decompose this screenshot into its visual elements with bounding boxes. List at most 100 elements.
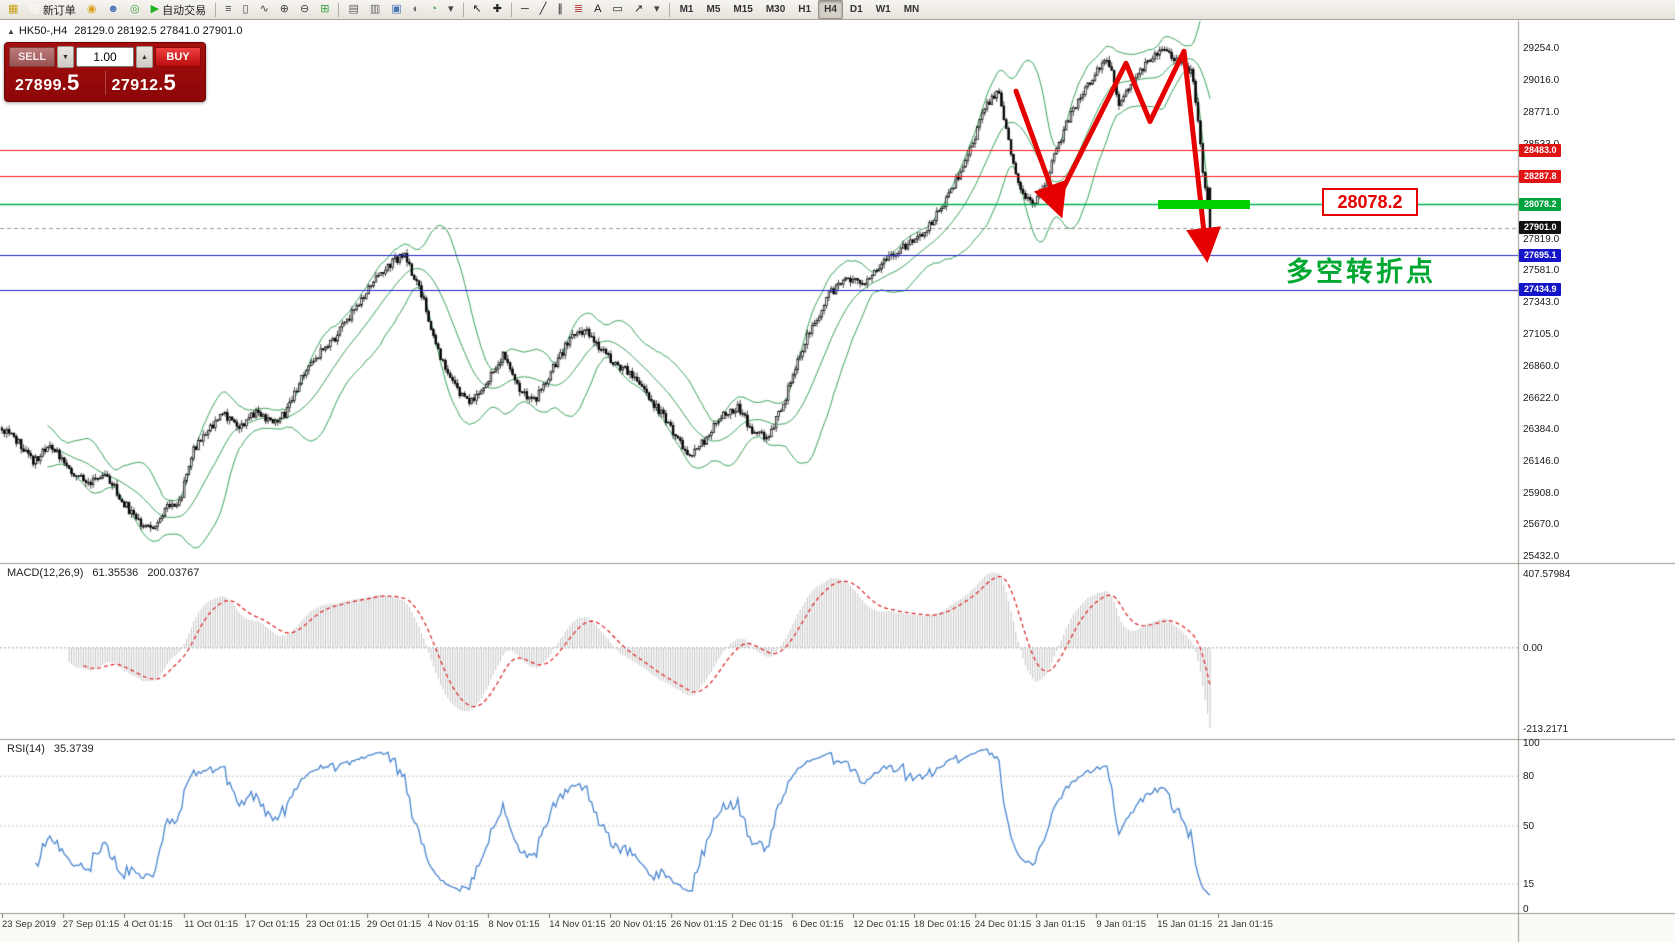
cursor-icon[interactable]: ↖	[468, 0, 487, 19]
timeframe-h1[interactable]: H1	[792, 0, 817, 19]
line-chart-type-icon[interactable]: ∿	[255, 0, 274, 19]
terminal-icon[interactable]: ▦	[3, 0, 23, 19]
profile-icon[interactable]: ☻	[102, 0, 124, 19]
timeframe-w1[interactable]: W1	[870, 0, 897, 19]
channel-icon[interactable]: ∥	[552, 0, 568, 19]
sell-button[interactable]: SELL	[9, 47, 55, 67]
community-icon[interactable]: ◎	[125, 0, 145, 19]
timeframe-h4[interactable]: H4	[818, 0, 843, 19]
timeframe-m30[interactable]: M30	[760, 0, 791, 19]
price-scale-label: 29016.0	[1523, 74, 1560, 86]
cascade-windows-icon[interactable]: ▤	[343, 0, 363, 19]
coin-icon[interactable]: ◉	[82, 0, 102, 19]
volume-input[interactable]	[76, 47, 134, 67]
label-icon[interactable]: ▭	[607, 0, 627, 19]
sell-price-main: 27899.	[15, 77, 67, 94]
macd-scale-label: -213.2171	[1523, 724, 1569, 735]
horizontal-line-icon[interactable]: ─	[516, 0, 534, 19]
tile-windows-icon-glyph: ⊞	[320, 3, 330, 15]
crosshair-icon[interactable]: ✚	[488, 0, 507, 19]
price-scale-label: 26146.0	[1523, 456, 1560, 468]
macd-panel-separator[interactable]	[0, 561, 1675, 566]
chart-profiles-icon[interactable]: ◐	[408, 0, 425, 19]
bar-chart-type-icon[interactable]: ≡	[220, 0, 236, 19]
tile-windows-icon[interactable]: ⊞	[315, 0, 334, 19]
chart-flag-icon: ▲	[7, 27, 15, 36]
buy-price[interactable]: 27912. 5	[106, 70, 202, 96]
timeframe-mn[interactable]: MN	[898, 0, 926, 19]
volume-increase-button[interactable]: ▲	[136, 46, 153, 68]
price-scale-label: 27581.0	[1523, 265, 1560, 277]
timeframes-clock-icon[interactable]: ◔	[425, 0, 442, 19]
toolbar-separator	[668, 2, 670, 17]
price-scale[interactable]: 29254.029016.028771.028533.028296.028058…	[1518, 21, 1675, 942]
cascade-windows-icon-glyph: ▤	[348, 3, 359, 15]
rsi-scale-label: 0	[1523, 904, 1529, 915]
autotrading-button-label: 自动交易	[162, 4, 207, 17]
terminal-icon-glyph: ▦	[8, 3, 19, 15]
price-tag: 28287.8	[1519, 169, 1561, 183]
sell-price[interactable]: 27899. 5	[9, 70, 105, 96]
objects-dropdown-icon[interactable]: ▾	[649, 0, 665, 19]
candlestick-type-icon[interactable]: ▯	[238, 0, 254, 19]
text-icon[interactable]: A	[589, 0, 606, 19]
tile-horizontal-icon[interactable]: ▥	[365, 0, 385, 19]
fibonacci-icon[interactable]: ≣	[569, 0, 588, 19]
timeframe-m1[interactable]: M1	[674, 0, 700, 19]
symbol-period-label: HK50-,H4	[18, 25, 68, 37]
timeframe-w1-label: W1	[875, 4, 891, 15]
timeframe-d1[interactable]: D1	[844, 0, 869, 19]
toolbar-separator	[338, 2, 340, 17]
time-axis-label: 26 Nov 01:15	[670, 919, 728, 930]
trendline-icon[interactable]: ╱	[535, 0, 552, 19]
price-scale-label: 26384.0	[1523, 424, 1560, 436]
community-icon-glyph: ◎	[130, 3, 140, 15]
time-axis-label: 9 Jan 01:15	[1096, 919, 1147, 930]
price-scale-label: 25432.0	[1523, 551, 1560, 562]
zoom-out-icon[interactable]: ⊖	[295, 0, 314, 19]
time-axis-label: 8 Nov 01:15	[488, 919, 540, 930]
price-scale-label: 27343.0	[1523, 297, 1560, 308]
timeframe-m15[interactable]: M15	[727, 0, 758, 19]
price-scale-label: 29254.0	[1523, 43, 1560, 54]
autotrading-button[interactable]: ▶ 自动交易	[146, 0, 211, 19]
new-order-button[interactable]: ▤ 新订单	[24, 0, 80, 19]
macd-name: MACD(12,26,9)	[7, 567, 84, 579]
price-scale-label: 28771.0	[1523, 107, 1560, 119]
time-axis-label: 24 Dec 01:15	[974, 919, 1032, 930]
rsi-scale-label: 100	[1523, 738, 1540, 749]
new-order-button-label: 新订单	[42, 4, 76, 17]
timeframe-m15-label: M15	[733, 4, 753, 15]
volume-decrease-button[interactable]: ▼	[57, 46, 74, 68]
time-axis-label: 20 Nov 01:15	[610, 919, 667, 930]
ohlc-values: 28129.0 28192.5 27841.0 27901.0	[74, 25, 243, 37]
one-click-trade-panel: SELL ▼ ▲ BUY 27899. 5 27912. 5	[4, 42, 206, 102]
rsi-indicator-label: RSI(14) 35.3739	[7, 743, 103, 755]
candlestick-type-icon-glyph: ▯	[242, 3, 249, 15]
dropdown-arrow-icon-glyph: ▾	[447, 3, 454, 15]
timeframe-m5[interactable]: M5	[700, 0, 726, 19]
zoom-in-icon[interactable]: ⊕	[275, 0, 294, 19]
axis-separator[interactable]	[0, 911, 1675, 916]
buy-button[interactable]: BUY	[155, 47, 201, 67]
price-tag: 27901.0	[1519, 221, 1561, 235]
new-order-glyph: ▤	[29, 3, 40, 15]
time-axis[interactable]: 23 Sep 2019 27 Sep 01:15 4 Oct 01:15 11 Oct…	[0, 914, 1518, 942]
price-tag: 27434.9	[1519, 283, 1561, 297]
price-divider	[104, 71, 106, 95]
price-tag: 28078.2	[1519, 197, 1561, 211]
rsi-panel-separator[interactable]	[0, 737, 1675, 742]
time-axis-label: 18 Dec 01:15	[914, 919, 971, 930]
rsi-scale-label: 15	[1523, 879, 1535, 891]
arrows-icon[interactable]: ↗	[629, 0, 648, 19]
turning-point-label: 多空转折点	[1286, 257, 1436, 287]
price-scale-label: 25908.0	[1523, 487, 1560, 499]
time-axis-label: 14 Nov 01:15	[549, 919, 606, 930]
rsi-scale-label: 50	[1523, 821, 1535, 832]
price-scale-label: 27819.0	[1523, 233, 1560, 245]
timeframe-m1-label: M1	[679, 4, 694, 15]
dropdown-arrow-icon[interactable]: ▾	[443, 0, 459, 19]
time-axis-label: 17 Oct 01:15	[245, 919, 300, 930]
new-chart-icon[interactable]: ▣	[386, 0, 406, 19]
